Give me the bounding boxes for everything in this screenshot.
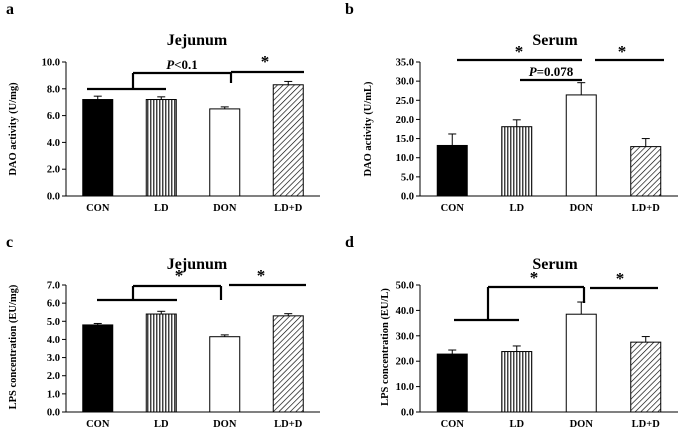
significance-annotation: *	[454, 268, 586, 322]
significance-annotation: P<0.1	[87, 57, 233, 91]
chart-title: Jejunum	[167, 32, 228, 49]
bar-ld	[145, 99, 177, 197]
y-tick-label: 20.0	[396, 115, 414, 126]
p-value: <0.1	[174, 57, 198, 72]
x-tick-label: CON	[441, 419, 465, 430]
significance-label: *	[175, 266, 184, 285]
significance-label: *	[618, 42, 627, 61]
y-tick-label: 0.0	[401, 192, 414, 203]
significance-annotation: *	[229, 266, 306, 287]
panel-letter: a	[6, 1, 14, 18]
y-axis-label: DAO activity (U/mg)	[8, 82, 19, 176]
y-tick-label: 1.0	[47, 389, 60, 400]
significance-annotation: *	[231, 52, 304, 74]
x-tick-label: DON	[213, 203, 237, 214]
y-tick-label: 0.0	[47, 408, 60, 419]
x-tick-label: CON	[86, 203, 110, 214]
x-tick-label: LD+D	[632, 419, 661, 430]
y-axis-label: LPS concentration (EU/L)	[380, 288, 391, 406]
chart-panel-d: d Serum 0.0 10.0 20.0 30.0 40.0 50.0 LPS concent…	[345, 234, 678, 430]
y-axis-label: LPS concentration (EU/mg)	[8, 284, 19, 409]
bar-don	[565, 313, 597, 413]
y-tick-label: 0.0	[401, 408, 414, 419]
y-tick-label: 8.0	[47, 84, 60, 95]
y-tick-label: 0.0	[47, 192, 60, 203]
significance-label: *	[257, 266, 266, 285]
significance-label: *	[261, 52, 270, 71]
significance-annotation: P=0.078	[520, 64, 582, 82]
y-tick-label: 35.0	[396, 58, 414, 69]
x-tick-label: DON	[570, 419, 594, 430]
y-tick-label: 15.0	[396, 134, 414, 145]
bar-don	[209, 336, 241, 413]
significance-annotation: *	[595, 42, 664, 62]
bar-don	[209, 108, 241, 197]
x-tick-label: LD+D	[274, 419, 303, 430]
chart-title: Serum	[532, 32, 578, 49]
chart-panel-b: b Serum 0.0 5.0 10.0 15.0 20.0 25.0 30.0 35.0 DAO …	[345, 1, 678, 214]
y-tick-label: 50.0	[396, 281, 414, 292]
x-tick-label: CON	[441, 203, 465, 214]
x-tick-label: LD	[509, 203, 524, 214]
x-tick-label: LD+D	[274, 203, 303, 214]
y-tick-label: 7.0	[47, 281, 60, 292]
chart-title: Serum	[532, 256, 578, 273]
p-symbol: P	[529, 64, 538, 79]
y-tick-label: 10.0	[396, 153, 414, 164]
chart-panel-c: c Jejunum 0.0 1.0 2.0 3.0 4.0 5.0 6.0 7.0 LPS conc…	[6, 234, 320, 430]
y-tick-label: 4.0	[47, 335, 60, 346]
x-tick-label: CON	[86, 419, 110, 430]
significance-label: P<0.1	[166, 57, 198, 72]
y-tick-label: 5.0	[47, 317, 60, 328]
significance-label: *	[530, 268, 539, 287]
panel-letter: d	[345, 234, 354, 251]
y-tick-label: 2.0	[47, 165, 60, 176]
x-tick-label: LD+D	[632, 203, 661, 214]
x-tick-label: DON	[213, 419, 237, 430]
significance-label: *	[616, 269, 625, 288]
x-tick-label: LD	[154, 419, 169, 430]
bar-ld	[501, 126, 533, 197]
y-tick-label: 2.0	[47, 371, 60, 382]
y-tick-label: 6.0	[47, 299, 60, 310]
x-tick-label: LD	[509, 419, 524, 430]
chart-panel-a: a Jejunum 0.0 2.0 4.0 6.0 8.0 10.0 DAO activity …	[6, 1, 320, 214]
y-tick-label: 6.0	[47, 111, 60, 122]
y-tick-label: 3.0	[47, 353, 60, 364]
panel-letter: b	[345, 1, 354, 18]
y-tick-label: 10.0	[42, 58, 60, 69]
panel-letter: c	[6, 234, 13, 251]
significance-label: P=0.078	[529, 64, 574, 79]
bar-con	[82, 324, 114, 413]
y-tick-label: 4.0	[47, 138, 60, 149]
y-tick-label: 30.0	[396, 331, 414, 342]
y-tick-label: 25.0	[396, 96, 414, 107]
bar-ld	[145, 313, 177, 413]
y-tick-label: 10.0	[396, 382, 414, 393]
significance-annotation: *	[457, 42, 582, 62]
bar-con	[436, 144, 468, 197]
significance-annotation: *	[97, 266, 223, 302]
bar-con	[82, 99, 114, 197]
y-tick-label: 5.0	[401, 172, 414, 183]
chart-title: Jejunum	[167, 256, 228, 273]
y-axis-label: DAO activity (U/mL)	[363, 81, 374, 177]
x-tick-label: DON	[570, 203, 594, 214]
x-tick-label: LD	[154, 203, 169, 214]
bar-don	[565, 94, 597, 197]
bar-con	[436, 353, 468, 413]
significance-annotation: *	[590, 269, 658, 290]
bar-ld-d	[272, 84, 304, 197]
y-tick-label: 40.0	[396, 306, 414, 317]
bar-ld-d	[630, 341, 662, 413]
y-tick-label: 30.0	[396, 77, 414, 88]
y-tick-label: 20.0	[396, 357, 414, 368]
bar-ld-d	[630, 146, 662, 197]
significance-label: *	[515, 42, 524, 61]
p-value: =0.078	[537, 64, 574, 79]
bar-ld-d	[272, 315, 304, 413]
p-symbol: P	[166, 57, 175, 72]
bar-ld	[501, 351, 533, 413]
